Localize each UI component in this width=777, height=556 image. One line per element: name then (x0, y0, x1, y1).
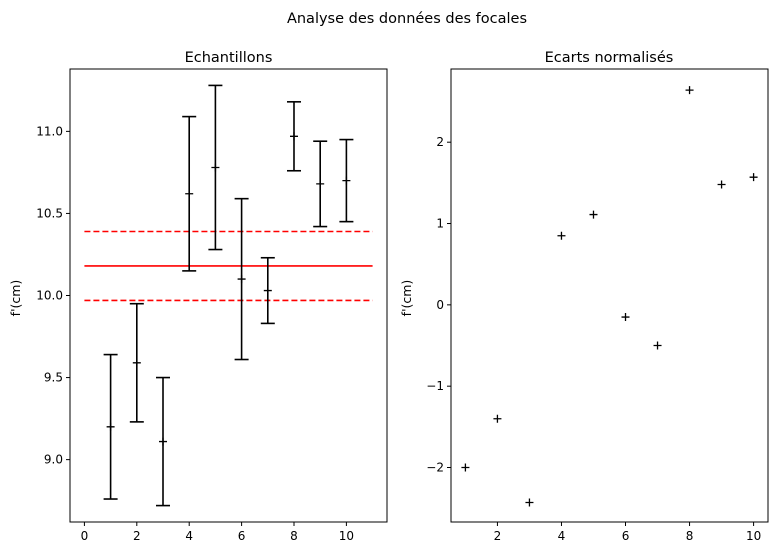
x-tick-label: 6 (238, 529, 246, 543)
axes-samples-x-ticks: 0 2 4 6 8 10 (81, 522, 354, 543)
data-point-marker (589, 210, 598, 219)
y-tick-label: 10.5 (36, 206, 63, 220)
axes-samples-frame (69, 68, 388, 523)
data-point-marker (289, 132, 298, 141)
data-point-marker (132, 358, 141, 367)
axes-normalized-frame (450, 68, 769, 523)
x-tick-label: 0 (81, 529, 89, 543)
axes-samples: Echantillons f'(cm) 0 2 4 6 8 10 9.0 9.5 10.0 10… (8, 50, 388, 543)
data-point-marker (685, 86, 694, 95)
axes-samples-title: Echantillons (185, 50, 273, 66)
axes-samples-plot-area (84, 84, 373, 507)
axes-normalized-deviations: Ecarts normalisés f'(cm) 2 4 6 8 10 −2 −1 0 1 2 (399, 50, 769, 543)
axes-normalized-y-ticks: −2 −1 0 1 2 (426, 135, 451, 475)
y-tick-label: 0 (436, 298, 444, 312)
x-tick-label: 8 (686, 529, 694, 543)
x-tick-label: 10 (746, 529, 761, 543)
axes-samples-y-ticks: 9.0 9.5 10.0 10.5 11.0 (36, 124, 70, 467)
data-point-marker (106, 422, 115, 431)
data-point-marker (653, 341, 662, 350)
axes-samples-ylabel: f'(cm) (8, 280, 23, 317)
data-point-marker (461, 463, 470, 472)
y-tick-label: 2 (436, 135, 444, 149)
data-point-marker (717, 180, 726, 189)
y-tick-label: 10.0 (36, 289, 63, 303)
axes-normalized-ylabel: f'(cm) (399, 280, 414, 317)
data-point-marker (185, 189, 194, 198)
data-point-marker (525, 498, 534, 507)
axes-normalized-x-ticks: 2 4 6 8 10 (494, 522, 761, 543)
y-tick-label: 1 (436, 217, 444, 231)
x-tick-label: 2 (133, 529, 141, 543)
axes-normalized-title: Ecarts normalisés (545, 50, 674, 66)
data-point-marker (316, 179, 325, 188)
data-point-marker (342, 176, 351, 185)
figure-suptitle: Analyse des données des focales (287, 11, 527, 27)
data-point-marker (211, 163, 220, 172)
data-point-marker (237, 275, 246, 284)
x-tick-label: 6 (622, 529, 630, 543)
data-point-marker (621, 313, 630, 322)
x-tick-label: 2 (494, 529, 502, 543)
data-point-marker (749, 173, 758, 182)
data-point-marker (263, 286, 272, 295)
y-tick-label: 11.0 (36, 124, 63, 138)
y-tick-label: −2 (426, 461, 444, 475)
y-tick-label: 9.5 (44, 371, 63, 385)
data-point-marker (159, 437, 168, 446)
axes-normalized-plot-area (461, 86, 758, 507)
y-tick-label: 9.0 (44, 453, 63, 467)
x-tick-label: 4 (558, 529, 566, 543)
y-tick-label: −1 (426, 379, 444, 393)
data-point-marker (493, 414, 502, 423)
x-tick-label: 4 (185, 529, 193, 543)
x-tick-label: 10 (339, 529, 354, 543)
x-tick-label: 8 (290, 529, 298, 543)
data-point-marker (557, 231, 566, 240)
